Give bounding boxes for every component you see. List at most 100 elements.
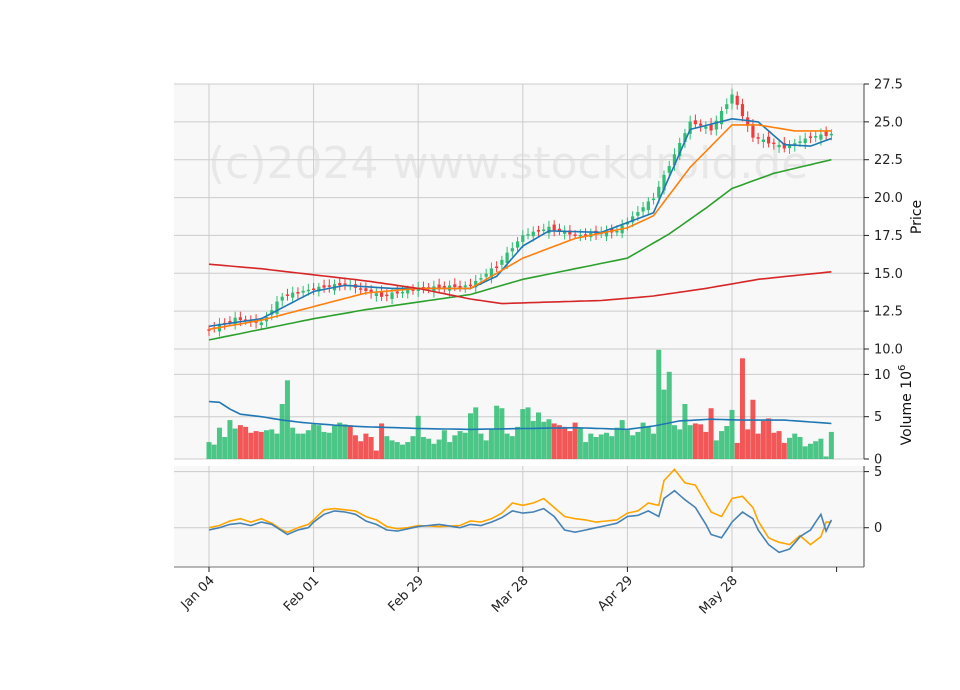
candle-body: [672, 154, 677, 166]
volume-bar: [551, 423, 557, 459]
candle-body: [359, 288, 363, 290]
candle-body: [280, 296, 284, 301]
candle-body: [275, 301, 279, 314]
volume-bar: [269, 429, 275, 459]
candle-body: [395, 291, 399, 294]
volume-bar: [216, 427, 222, 459]
volume-bar: [373, 450, 379, 459]
volume-bar: [708, 408, 714, 459]
candle-body: [510, 248, 514, 252]
volume-tick-label: 5: [874, 410, 882, 425]
volume-bar: [337, 422, 343, 459]
volume-bar: [640, 422, 646, 459]
volume-bar: [222, 437, 228, 459]
volume-bar: [447, 442, 453, 459]
volume-bar: [797, 437, 803, 459]
candle-body: [704, 126, 708, 129]
candle-body: [631, 216, 635, 223]
candle-body: [568, 230, 572, 235]
candle-body: [583, 234, 588, 236]
x-tick-label: Apr 29: [595, 573, 636, 614]
candle-body: [662, 174, 666, 191]
candle-body: [374, 293, 378, 297]
volume-bar: [760, 420, 766, 459]
candle-body: [458, 285, 462, 288]
volume-bar: [677, 429, 683, 459]
volume-bar: [311, 424, 317, 459]
volume-bar: [400, 444, 406, 459]
candle-body: [343, 283, 347, 285]
candle-body: [521, 235, 525, 242]
volume-bar: [556, 425, 562, 459]
volume-bar: [541, 421, 547, 459]
candle-body: [468, 284, 473, 287]
volume-axis-label: Volume 106: [897, 365, 915, 446]
price-tick-label: 27.5: [874, 78, 903, 93]
oscillator-line-2: [208, 468, 832, 546]
candle-body: [803, 138, 807, 144]
volume-bar: [462, 432, 468, 459]
volume-bar: [562, 426, 568, 459]
candle-body: [500, 259, 504, 265]
volume-bar: [828, 431, 834, 459]
volume-bar: [389, 440, 395, 459]
volume-bar: [598, 434, 604, 459]
volume-bar: [813, 441, 819, 459]
candle-body: [327, 285, 331, 287]
volume-bar: [488, 429, 494, 459]
x-tick-label: Mar 28: [489, 573, 532, 616]
oscillator-tick-label: 5: [874, 465, 882, 480]
volume-bar: [535, 412, 541, 459]
volume-bar: [603, 432, 609, 459]
volume-bar: [771, 432, 777, 459]
candle-body: [505, 252, 509, 264]
volume-bar: [232, 428, 238, 459]
volume-bar: [420, 437, 426, 459]
candle-body: [291, 292, 295, 298]
oscillator-line-1: [208, 489, 833, 554]
candle-body: [442, 286, 446, 288]
candle-body: [651, 198, 656, 201]
candle-body: [688, 121, 692, 134]
volume-bar: [766, 418, 772, 459]
volume-bar: [295, 433, 301, 459]
volume-bar: [802, 446, 808, 459]
volume-bar: [300, 433, 306, 459]
volume-bar: [792, 433, 798, 459]
volume-bar: [698, 424, 704, 459]
volume-bar: [776, 431, 782, 459]
volume-bar: [468, 413, 473, 459]
moving-average-ma2: [208, 124, 832, 331]
volume-bar: [473, 407, 479, 459]
oscillator-panel-background: [174, 466, 864, 567]
volume-bar: [415, 415, 421, 459]
candle-body: [463, 285, 467, 288]
volume-bar: [755, 433, 761, 459]
volume-bar: [352, 435, 358, 459]
volume-bar: [739, 358, 745, 459]
candle-body: [474, 280, 478, 288]
volume-tick-label: 0: [874, 453, 882, 468]
volume-bar: [577, 427, 583, 459]
volume-bar: [572, 422, 578, 459]
candle-body: [699, 123, 703, 126]
candle-body: [678, 142, 682, 157]
volume-bar: [619, 420, 625, 459]
volume-bar: [253, 431, 259, 459]
candle-body: [228, 321, 232, 323]
candle-body: [767, 136, 771, 144]
volume-bar: [347, 425, 353, 459]
volume-bar: [452, 435, 458, 459]
volume-bar: [237, 425, 243, 459]
candle-body: [453, 284, 457, 287]
volume-tick-label: 10: [874, 368, 891, 383]
candle-body: [531, 231, 535, 237]
candle-body: [777, 144, 781, 148]
candle-body: [317, 286, 321, 292]
candle-body: [411, 289, 415, 291]
volume-bar: [567, 431, 573, 459]
volume-bar: [823, 456, 829, 459]
volume-bar: [426, 438, 432, 459]
volume-bar: [630, 435, 636, 459]
